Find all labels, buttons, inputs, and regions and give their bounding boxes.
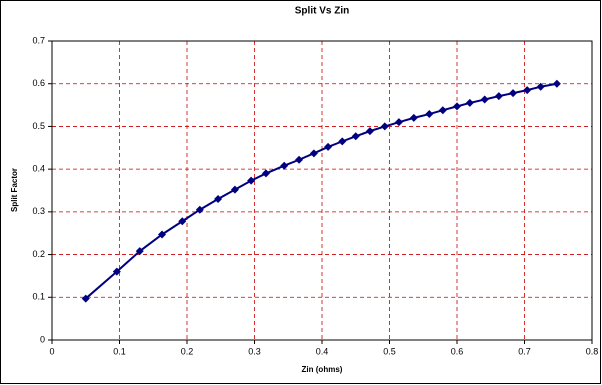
y-tick-label: 0.7 [32, 35, 45, 45]
x-axis-title: Zin (ohms) [302, 365, 343, 374]
x-tick-label: 0.7 [518, 346, 531, 356]
y-tick-label: 0.1 [32, 292, 45, 302]
marker [261, 169, 270, 178]
marker [552, 79, 561, 88]
x-tick-label: 0.3 [248, 346, 261, 356]
y-tick-label: 0.3 [32, 206, 45, 216]
x-tick-label: 0.8 [586, 346, 599, 356]
y-tick-label: 0 [40, 334, 45, 344]
marker [135, 247, 144, 256]
marker [195, 205, 204, 214]
y-tick-label: 0.4 [32, 164, 45, 174]
marker [425, 110, 434, 119]
x-tick-label: 0.4 [316, 346, 329, 356]
marker [509, 89, 518, 98]
marker [338, 137, 347, 146]
marker [480, 95, 489, 104]
marker [112, 267, 121, 276]
marker [178, 217, 187, 226]
x-tick-label: 0.2 [181, 346, 194, 356]
marker [465, 98, 474, 107]
marker [158, 230, 167, 239]
marker [247, 176, 256, 185]
marker [295, 155, 304, 164]
marker [280, 161, 289, 170]
marker [324, 142, 333, 151]
marker [81, 294, 90, 303]
x-tick-label: 0.6 [451, 346, 464, 356]
marker [394, 118, 403, 127]
marker [380, 122, 389, 131]
marker [309, 149, 318, 158]
marker [365, 127, 374, 136]
x-tick-label: 0.5 [383, 346, 396, 356]
y-tick-label: 0.2 [32, 249, 45, 259]
marker [230, 185, 239, 194]
x-tick-label: 0.1 [113, 346, 126, 356]
marker [453, 102, 461, 111]
marker [536, 82, 545, 91]
y-tick-label: 0.5 [32, 121, 45, 131]
y-axis-title: Split Factor [10, 168, 19, 212]
marker [438, 106, 447, 115]
marker [494, 92, 503, 101]
marker [523, 86, 532, 95]
chart-title: Split Vs Zin [295, 6, 349, 17]
x-tick-label: 0 [49, 346, 54, 356]
marker [409, 113, 418, 122]
plot-border [51, 40, 593, 341]
y-tick-label: 0.6 [32, 78, 45, 88]
marker [214, 195, 223, 204]
marker [351, 132, 360, 141]
